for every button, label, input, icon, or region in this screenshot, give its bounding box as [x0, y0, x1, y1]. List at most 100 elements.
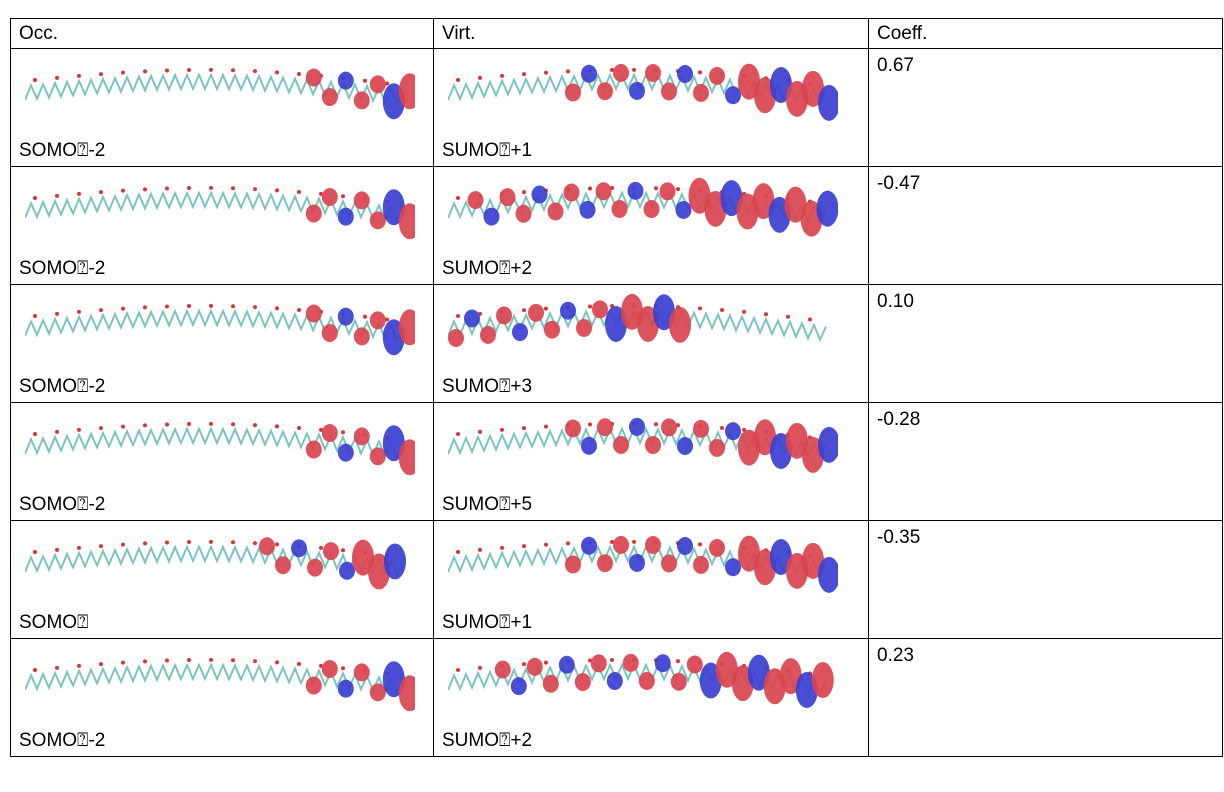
orbital-lobe — [629, 82, 645, 100]
orbital-lobe — [565, 419, 581, 437]
atom — [544, 71, 548, 75]
atom — [33, 550, 37, 554]
orbital-cell: SUMO⍰+1 — [434, 49, 869, 167]
orbital-lobe — [306, 305, 322, 323]
orbital-cell: SOMO⍰-2 — [11, 285, 434, 403]
atom — [341, 666, 345, 670]
atom — [341, 548, 345, 552]
atom — [654, 422, 658, 426]
orbital-image — [448, 409, 838, 481]
header-row: Occ. Virt. Coeff. — [11, 19, 1223, 49]
orbital-label: SUMO⍰+3 — [442, 376, 532, 398]
header-cell: Virt. — [434, 19, 869, 49]
orbital-cell: SUMO⍰+2 — [434, 167, 869, 285]
atom — [165, 186, 169, 190]
atom — [253, 69, 257, 73]
orbital-lobe — [354, 427, 370, 445]
atom — [143, 69, 147, 73]
table-row: SOMO⍰-2 SUMO⍰+1 0.67 — [11, 49, 1223, 167]
orbital-label: SOMO⍰-2 — [19, 730, 105, 752]
atom — [786, 315, 790, 319]
atom — [522, 426, 526, 430]
table-row: SOMO⍰-2SUMO⍰+2-0.47 — [11, 167, 1223, 285]
atom — [275, 660, 279, 664]
orbital-lobe — [596, 182, 612, 200]
atom — [165, 304, 169, 308]
table-row: SOMO⍰SUMO⍰+1-0.35 — [11, 521, 1223, 639]
orbital-lobe — [323, 542, 339, 560]
coefficient-cell: -0.28 — [869, 403, 1223, 521]
atom — [187, 658, 191, 662]
atom — [253, 187, 257, 191]
orbital-lobe — [560, 302, 576, 320]
orbital-lobe — [575, 673, 591, 691]
atom — [121, 71, 125, 75]
coefficient: -0.47 — [877, 173, 1214, 195]
orbital-lobe — [306, 441, 322, 459]
orbital-lobe — [576, 319, 592, 337]
atom — [363, 79, 367, 83]
orbital-lobe — [709, 67, 725, 85]
header-cell: Occ. — [11, 19, 434, 49]
orbital-lobe — [370, 683, 386, 701]
orbital-image — [25, 173, 415, 245]
orbital-lobe — [693, 84, 709, 102]
orbital-lobe — [709, 539, 725, 557]
orbital-lobe — [677, 437, 693, 455]
atom — [676, 659, 680, 663]
orbital-lobe — [709, 439, 725, 457]
orbital-lobe — [676, 201, 692, 219]
orbital-lobe — [565, 555, 581, 573]
orbital-label: SOMO⍰-2 — [19, 140, 105, 162]
atom — [764, 312, 768, 316]
orbital-lobe — [645, 536, 661, 554]
atom — [808, 317, 812, 321]
orbital-lobe — [338, 208, 354, 226]
coefficient: 0.67 — [877, 55, 1214, 77]
coefficient-cell: 0.10 — [869, 285, 1223, 403]
atom — [544, 425, 548, 429]
atom — [253, 659, 257, 663]
atom — [187, 304, 191, 308]
atom — [165, 658, 169, 662]
orbital-label: SUMO⍰+5 — [442, 494, 532, 516]
coefficient: -0.28 — [877, 409, 1214, 431]
orbital-image — [25, 645, 415, 717]
atom — [632, 68, 636, 72]
orbital-lobe — [655, 654, 671, 672]
atom — [231, 540, 235, 544]
orbital-lobe — [669, 307, 691, 343]
atom — [209, 658, 213, 662]
atom — [522, 190, 526, 194]
atom — [231, 422, 235, 426]
atom — [297, 426, 301, 430]
atom — [55, 666, 59, 670]
atom — [99, 426, 103, 430]
coefficient: 0.10 — [877, 291, 1214, 313]
orbital-lobe — [559, 656, 575, 674]
orbital-lobe — [354, 663, 370, 681]
atom — [231, 304, 235, 308]
atom — [253, 423, 257, 427]
orbital-lobe — [338, 444, 354, 462]
coefficient-cell: 0.67 — [869, 49, 1223, 167]
orbital-lobe — [322, 660, 338, 678]
atom — [99, 72, 103, 76]
atom — [275, 70, 279, 74]
atom — [500, 428, 504, 432]
orbital-cell: SOMO⍰-2 — [11, 49, 434, 167]
orbital-lobe — [370, 211, 386, 229]
atom — [500, 546, 504, 550]
orbital-lobe — [597, 82, 613, 100]
atom — [165, 422, 169, 426]
atom — [297, 190, 301, 194]
atom — [77, 74, 81, 78]
orbital-lobe — [817, 191, 839, 227]
atom — [55, 548, 59, 552]
coefficient-cell: 0.23 — [869, 639, 1223, 757]
atom — [165, 68, 169, 72]
atom — [55, 430, 59, 434]
orbital-lobe — [259, 537, 275, 555]
orbital-lobe — [338, 680, 354, 698]
atom — [187, 186, 191, 190]
